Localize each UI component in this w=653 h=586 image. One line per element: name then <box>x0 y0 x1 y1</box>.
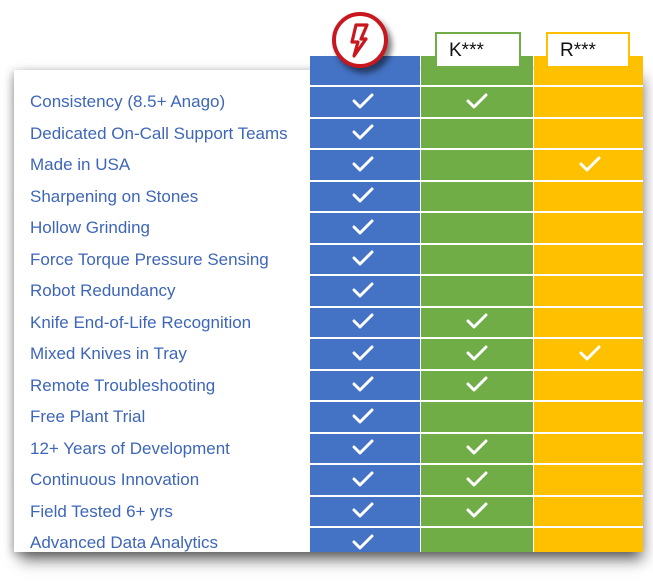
company-logo-icon <box>332 12 388 68</box>
row-divider <box>310 368 643 371</box>
checkmark-icon <box>466 93 488 109</box>
column-competitor-k <box>421 56 533 552</box>
feature-label: Advanced Data Analytics <box>30 533 219 552</box>
checkmark-icon <box>352 502 374 518</box>
competitor-k-label: K*** <box>449 40 484 61</box>
feature-list: Consistency (8.5+ Anago) Dedicated On-Cal… <box>30 86 308 559</box>
competitor-k-header: K*** <box>435 32 521 68</box>
row-divider <box>310 211 643 213</box>
feature-label: Field Tested 6+ yrs <box>30 501 173 521</box>
feature-label: 12+ Years of Development <box>30 438 230 458</box>
row-divider <box>310 148 643 150</box>
checkmark-icon <box>579 345 601 361</box>
row-divider <box>310 242 643 245</box>
feature-label: Force Torque Pressure Sensing <box>30 249 269 269</box>
feature-label: Continuous Innovation <box>30 470 200 489</box>
checkmark-icon <box>352 93 374 109</box>
checkmark-icon <box>466 471 488 487</box>
row-divider <box>310 526 643 528</box>
row-divider <box>310 337 643 339</box>
feature-label: Mixed Knives in Tray <box>30 344 187 363</box>
feature-label: Remote Troubleshooting <box>30 375 216 395</box>
checkmark-icon <box>352 376 374 392</box>
checkmark-icon <box>352 124 374 140</box>
row-divider <box>310 85 643 87</box>
feature-label: Dedicated On-Call Support Teams <box>30 123 288 143</box>
checkmark-icon <box>466 313 488 329</box>
row-divider <box>310 400 643 402</box>
feature-label: Robot Redundancy <box>30 281 176 300</box>
checkmark-icon <box>352 471 374 487</box>
checkmark-icon <box>352 408 374 424</box>
row-divider <box>310 179 643 182</box>
row-divider <box>310 431 643 434</box>
row-divider <box>310 274 643 276</box>
checkmark-icon <box>352 534 374 550</box>
checkmark-icon <box>579 156 601 172</box>
checkmark-icon <box>466 439 488 455</box>
feature-label: Hollow Grinding <box>30 218 150 237</box>
feature-label: Made in USA <box>30 155 131 174</box>
checkmark-icon <box>352 313 374 329</box>
column-competitor-r <box>534 56 643 552</box>
checkmark-icon <box>466 376 488 392</box>
checkmark-icon <box>352 187 374 203</box>
row-divider <box>310 116 643 119</box>
checkmark-icon <box>352 282 374 298</box>
checkmark-icon <box>352 439 374 455</box>
competitor-r-label: R*** <box>560 40 596 61</box>
feature-label: Knife End-of-Life Recognition <box>30 312 252 332</box>
feature-label: Consistency (8.5+ Anago) <box>30 92 226 111</box>
checkmark-icon <box>352 156 374 172</box>
checkmark-icon <box>352 219 374 235</box>
row-divider <box>310 494 643 497</box>
feature-label: Sharpening on Stones <box>30 186 199 206</box>
checkmark-icon <box>466 345 488 361</box>
column-ours <box>310 56 420 552</box>
feature-label: Free Plant Trial <box>30 407 146 426</box>
checkmark-icon <box>352 250 374 266</box>
row-divider <box>310 305 643 308</box>
checkmark-icon <box>466 502 488 518</box>
row-divider <box>310 463 643 465</box>
competitor-r-header: R*** <box>546 32 630 68</box>
checkmark-icon <box>352 345 374 361</box>
